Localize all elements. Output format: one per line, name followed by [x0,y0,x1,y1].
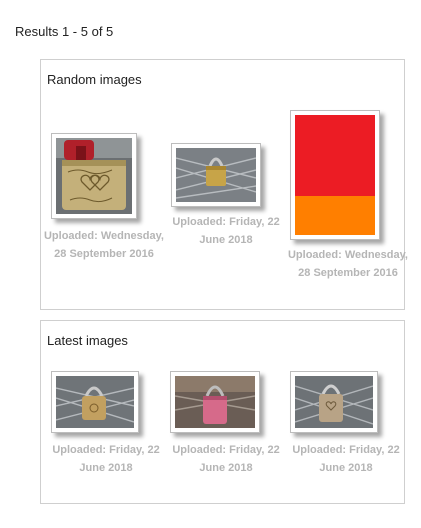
latest-images-panel: Latest images Uploaded: Friday, 22 June … [40,320,405,504]
random-image-1[interactable] [51,133,137,219]
random-image-3-caption: Uploaded: Wednesday, 28 September 2016 [287,249,408,279]
random-image-2-caption: Uploaded: Friday, 22 June 2018 [172,216,280,246]
latest-image-1[interactable] [51,371,139,433]
padlock-photo-icon [56,376,134,428]
latest-images-title: Latest images [47,333,128,348]
color-swatch-icon [295,115,375,235]
latest-image-2[interactable] [170,371,260,433]
padlock-photo-icon [176,148,256,202]
padlock-photo-icon [175,376,255,428]
random-images-title: Random images [47,72,142,87]
random-image-3[interactable] [290,110,380,240]
results-count: Results 1 - 5 of 5 [15,24,114,39]
random-image-1-caption: Uploaded: Wednesday, 28 September 2016 [43,230,164,260]
random-images-panel: Random images Uploaded: Wednesday, 28 Se… [40,59,408,310]
random-image-2[interactable] [171,143,261,207]
latest-image-3[interactable] [290,371,378,433]
latest-image-3-caption: Uploaded: Friday, 22 June 2018 [292,444,400,474]
padlock-photo-icon [56,138,132,214]
padlock-photo-icon [295,376,373,428]
latest-image-1-caption: Uploaded: Friday, 22 June 2018 [52,444,160,474]
latest-image-2-caption: Uploaded: Friday, 22 June 2018 [172,444,280,474]
